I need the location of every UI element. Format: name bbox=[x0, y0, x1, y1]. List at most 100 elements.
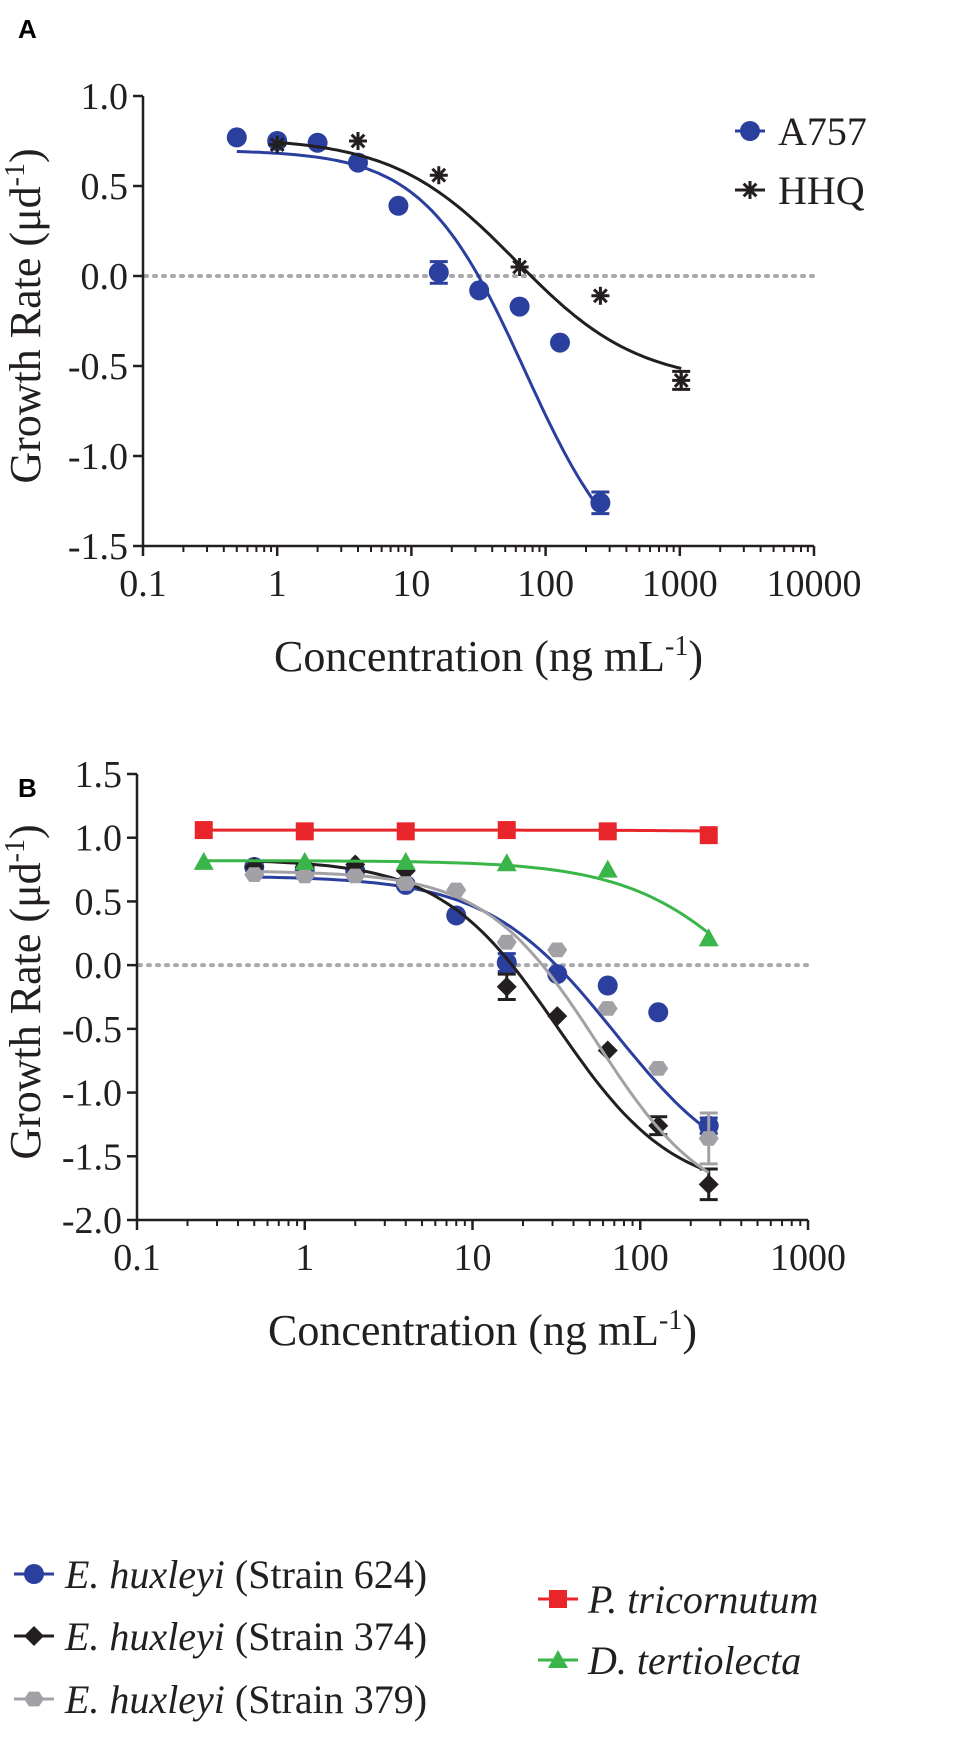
plot-area-a: 1.0 0.5 0.0 -0.5 -1.0 -1.50.1 1 10 100 1000 10000 C… bbox=[0, 76, 862, 681]
panel-label-a: A bbox=[18, 14, 37, 44]
y-axis-title-sup: -1 bbox=[0, 839, 31, 862]
x-tick-label: 10 bbox=[454, 1237, 492, 1279]
x-axis-title-main: Concentration (ng mL bbox=[274, 632, 665, 681]
series-e-huxleyi-strain-624 bbox=[244, 857, 719, 1136]
y-tick-label: 0.5 bbox=[81, 166, 129, 208]
legend-marker bbox=[549, 1590, 567, 1608]
y-tick-label: -1.5 bbox=[68, 526, 128, 568]
y-tick-label: -1.0 bbox=[68, 436, 128, 478]
y-tick-label: 0.5 bbox=[75, 881, 123, 923]
data-point bbox=[509, 296, 530, 317]
data-point bbox=[496, 853, 517, 872]
legend-label-strain-379: E. huxleyi (Strain 379) bbox=[64, 1677, 427, 1722]
legend-label-d-tertiolecta: D. tertiolecta bbox=[587, 1638, 801, 1683]
plot-area-b: 1.5 1.0 0.5 0.0 -0.5 -1.0 -1.5 -2.00.1 1 10 100 100… bbox=[0, 754, 846, 1355]
data-point bbox=[597, 1001, 618, 1016]
data-point bbox=[395, 876, 416, 891]
y-axis-title-main: Growth Rate (μd bbox=[1, 862, 50, 1159]
series-a757 bbox=[226, 127, 611, 516]
data-point bbox=[388, 195, 409, 216]
panel-label-b: B bbox=[18, 773, 37, 803]
fit-curve-e-huxleyi-strain-379 bbox=[254, 870, 710, 1174]
data-point bbox=[497, 821, 516, 840]
y-tick-label: -1.5 bbox=[62, 1136, 122, 1178]
data-point bbox=[547, 942, 568, 958]
data-point bbox=[469, 280, 490, 301]
legend-label-strain-624: E. huxleyi (Strain 624) bbox=[64, 1552, 427, 1597]
x-tick-label: 10000 bbox=[767, 563, 862, 605]
legend-label-p-tricornutum: P. tricornutum bbox=[587, 1577, 818, 1622]
series-p-tricornutum bbox=[194, 821, 718, 845]
x-tick-label: 1000 bbox=[642, 563, 718, 605]
data-point bbox=[193, 851, 214, 870]
legend-marker-hhq-star bbox=[741, 181, 759, 199]
fit-curve-e-huxleyi-strain-624 bbox=[254, 875, 710, 1132]
legend-item-strain-624: E. huxleyi (Strain 624) bbox=[14, 1552, 427, 1597]
fit-curve-e-huxleyi-strain-374 bbox=[254, 859, 710, 1173]
data-point-stroke bbox=[269, 137, 285, 153]
series-e-huxleyi-strain-374 bbox=[244, 854, 719, 1202]
legend-marker bbox=[24, 1691, 44, 1707]
data-point-stroke bbox=[592, 288, 608, 304]
data-point bbox=[698, 1174, 719, 1195]
data-point bbox=[496, 952, 517, 973]
data-point bbox=[226, 127, 247, 148]
data-point bbox=[244, 867, 265, 882]
fit-curve-d-tertiolecta bbox=[203, 859, 710, 935]
data-point bbox=[345, 868, 366, 884]
y-tick-label: 1.0 bbox=[75, 818, 123, 860]
data-point bbox=[648, 1002, 669, 1023]
series-e-huxleyi-strain-379 bbox=[244, 867, 719, 1174]
y-tick-label: 1.0 bbox=[81, 76, 129, 118]
legend-item-d-tertiolecta: D. tertiolecta bbox=[538, 1638, 801, 1683]
x-axis-title-tail: ) bbox=[682, 1306, 697, 1355]
data-point bbox=[194, 821, 213, 840]
y-axis-title-sup: -1 bbox=[0, 163, 31, 186]
y-tick-label: 0.0 bbox=[81, 256, 129, 298]
data-point bbox=[698, 928, 719, 947]
fit-curve-a757 bbox=[236, 150, 602, 511]
y-axis-title: Growth Rate (μd-1) bbox=[0, 824, 50, 1159]
data-point bbox=[396, 822, 415, 841]
data-point bbox=[395, 851, 416, 870]
y-tick-label: -2.0 bbox=[62, 1200, 122, 1242]
legend-a: A757 HHQ bbox=[735, 109, 867, 213]
legend-marker bbox=[24, 1626, 44, 1646]
legend-marker bbox=[24, 1564, 44, 1584]
fit-curve-p-tricornutum bbox=[203, 828, 709, 833]
data-point bbox=[648, 1061, 669, 1076]
y-tick-label: 1.5 bbox=[75, 754, 123, 796]
y-tick-label: -0.5 bbox=[68, 346, 128, 388]
legend-label-a757: A757 bbox=[778, 109, 867, 154]
y-axis-title-tail: ) bbox=[1, 148, 50, 163]
y-tick-label: -0.5 bbox=[62, 1009, 122, 1051]
y-tick-label: -1.0 bbox=[62, 1073, 122, 1115]
legend-marker bbox=[548, 1650, 568, 1668]
fit-curve-hhq bbox=[277, 140, 682, 370]
data-point bbox=[496, 976, 517, 997]
x-tick-label: 1 bbox=[295, 1237, 314, 1279]
x-tick-label: 0.1 bbox=[113, 1237, 161, 1279]
data-point bbox=[597, 859, 618, 878]
data-point bbox=[510, 258, 529, 276]
data-point bbox=[597, 1040, 618, 1061]
data-point bbox=[446, 905, 467, 926]
x-tick-label: 100 bbox=[517, 563, 574, 605]
panel-a: A 1.0 0.5 0.0 -0.5 -1.0 -1.50.1 1 10 100 1000 1000… bbox=[0, 14, 867, 681]
data-point bbox=[496, 934, 517, 950]
data-point bbox=[590, 492, 611, 513]
x-axis-title-tail: ) bbox=[688, 632, 703, 681]
x-tick-label: 10 bbox=[392, 563, 430, 605]
data-point bbox=[307, 132, 328, 153]
data-point bbox=[699, 826, 718, 845]
x-tick-label: 100 bbox=[612, 1237, 669, 1279]
data-point bbox=[348, 132, 367, 150]
data-point bbox=[446, 882, 467, 898]
data-point bbox=[598, 822, 617, 841]
x-axis-title: Concentration (ng mL-1) bbox=[274, 631, 703, 681]
x-tick-label: 1000 bbox=[770, 1237, 846, 1279]
data-point bbox=[549, 332, 570, 353]
x-axis-title: Concentration (ng mL-1) bbox=[268, 1305, 697, 1355]
series-d-tertiolecta bbox=[193, 851, 719, 947]
